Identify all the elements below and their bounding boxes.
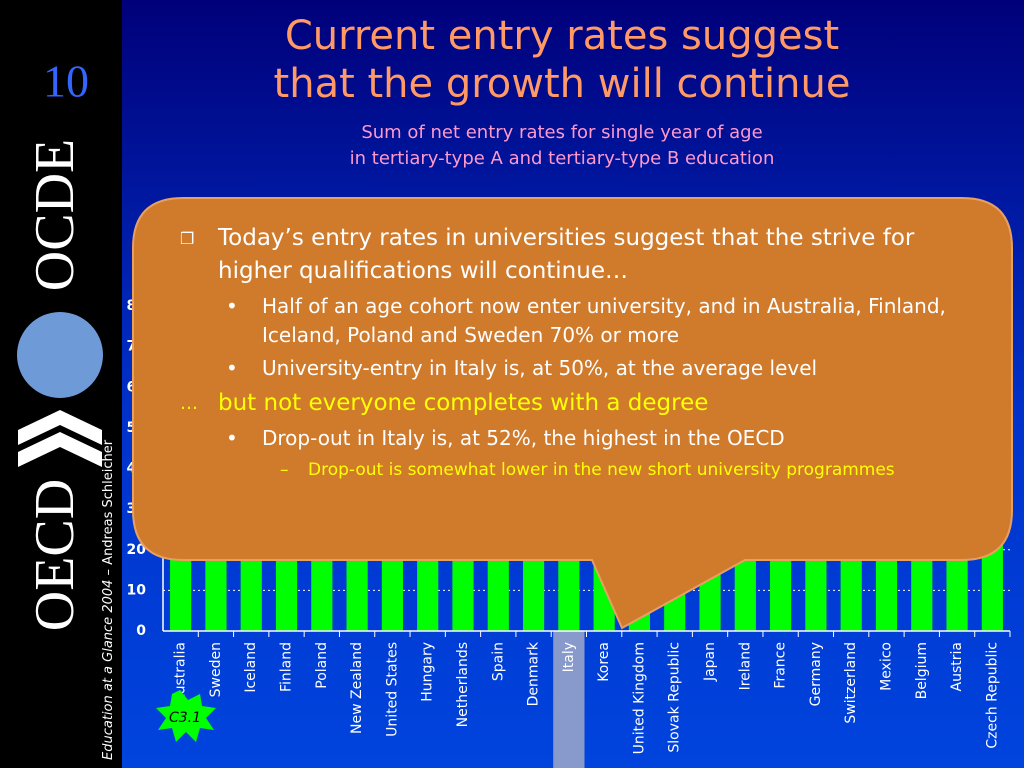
x-tick-label: Czech Republic (984, 642, 1000, 749)
x-tick-label: Switzerland (843, 642, 859, 724)
x-tick-label: Japan (702, 642, 718, 682)
point: ❒ Today’s entry rates in universities sug… (180, 225, 915, 284)
callout (132, 197, 1013, 630)
point-text: but not everyone completes with a degree (218, 390, 709, 416)
title: Current entry rates suggest that the gro… (122, 12, 1002, 108)
side-note-author: – Andreas Schleicher (101, 439, 116, 579)
title-line: that the growth will continue (273, 61, 851, 107)
subtitle: Sum of net entry rates for single year o… (122, 120, 1002, 172)
point-text: Today’s entry rates in universities sugg… (218, 225, 915, 284)
x-tick-label: Slovak Republic (667, 642, 683, 753)
subtitle-line: in tertiary-type A and tertiary-type B e… (349, 148, 775, 169)
x-tick-label: Iceland (243, 642, 259, 693)
callout-text: ❒ Today’s entry rates in universities sug… (180, 222, 990, 484)
point: … but not everyone completes with a degre… (180, 387, 990, 420)
detail: – Drop-out is somewhat lower in the new s… (280, 460, 895, 480)
badge: C3.1 (169, 710, 201, 726)
x-tick-label: Germany (808, 642, 824, 706)
x-tick-label: United States (384, 642, 400, 737)
x-tick-label: Netherlands (455, 642, 471, 727)
subpoint-text: University-entry in Italy is, at 50%, at… (262, 356, 818, 380)
x-tick-label: Spain (490, 642, 506, 681)
x-tick-label: Denmark (526, 641, 542, 706)
x-tick-label: France (773, 642, 789, 689)
subpoint: • Half of an age cohort now enter univers… (226, 294, 946, 347)
x-tick-label: Italy (561, 642, 577, 672)
subpoint-text: Half of an age cohort now enter universi… (262, 294, 946, 347)
subtitle-line: Sum of net entry rates for single year o… (361, 122, 763, 143)
x-tick-label: Korea (596, 642, 612, 682)
badge-star (156, 690, 216, 742)
highlight (553, 631, 585, 768)
x-tick-label: United Kingdom (631, 642, 647, 754)
side-note-title: Education at a Glance 2004 (101, 580, 116, 760)
x-tick-label: Mexico (878, 642, 894, 691)
x-tick-label: Ireland (737, 642, 753, 690)
y-tick-label: 20 (127, 542, 147, 558)
subpoint: • University-entry in Italy is, at 50%, a… (226, 356, 818, 380)
detail-text: Drop-out is somewhat lower in the new sh… (308, 460, 895, 480)
x-tick-label: Austria (949, 642, 965, 691)
x-tick-label: Hungary (420, 642, 436, 702)
logo-text: OECD (24, 479, 86, 631)
title-line: Current entry rates suggest (284, 13, 840, 59)
slide-number: 10 (43, 56, 89, 107)
logo-text: OCDE (24, 139, 86, 291)
x-tick-label: Poland (314, 642, 330, 689)
x-tick-label: New Zealand (349, 642, 365, 734)
x-tick-label: Australia (173, 642, 189, 704)
subpoint-text: Drop-out in Italy is, at 52%, the highes… (262, 426, 785, 450)
x-tick-label: Belgium (914, 642, 930, 699)
logo-circle (17, 312, 103, 398)
logo-mark (18, 410, 102, 467)
x-tick-label: Sweden (208, 642, 224, 697)
point-marker: … (180, 393, 198, 414)
x-tick-label: Finland (279, 642, 295, 692)
subpoint: • Drop-out in Italy is, at 52%, the highe… (226, 426, 785, 450)
y-tick-label: 10 (127, 582, 147, 598)
y-tick-label: 0 (136, 623, 146, 639)
side-note: Education at a Glance 2004 – Andreas Sch… (101, 439, 116, 760)
